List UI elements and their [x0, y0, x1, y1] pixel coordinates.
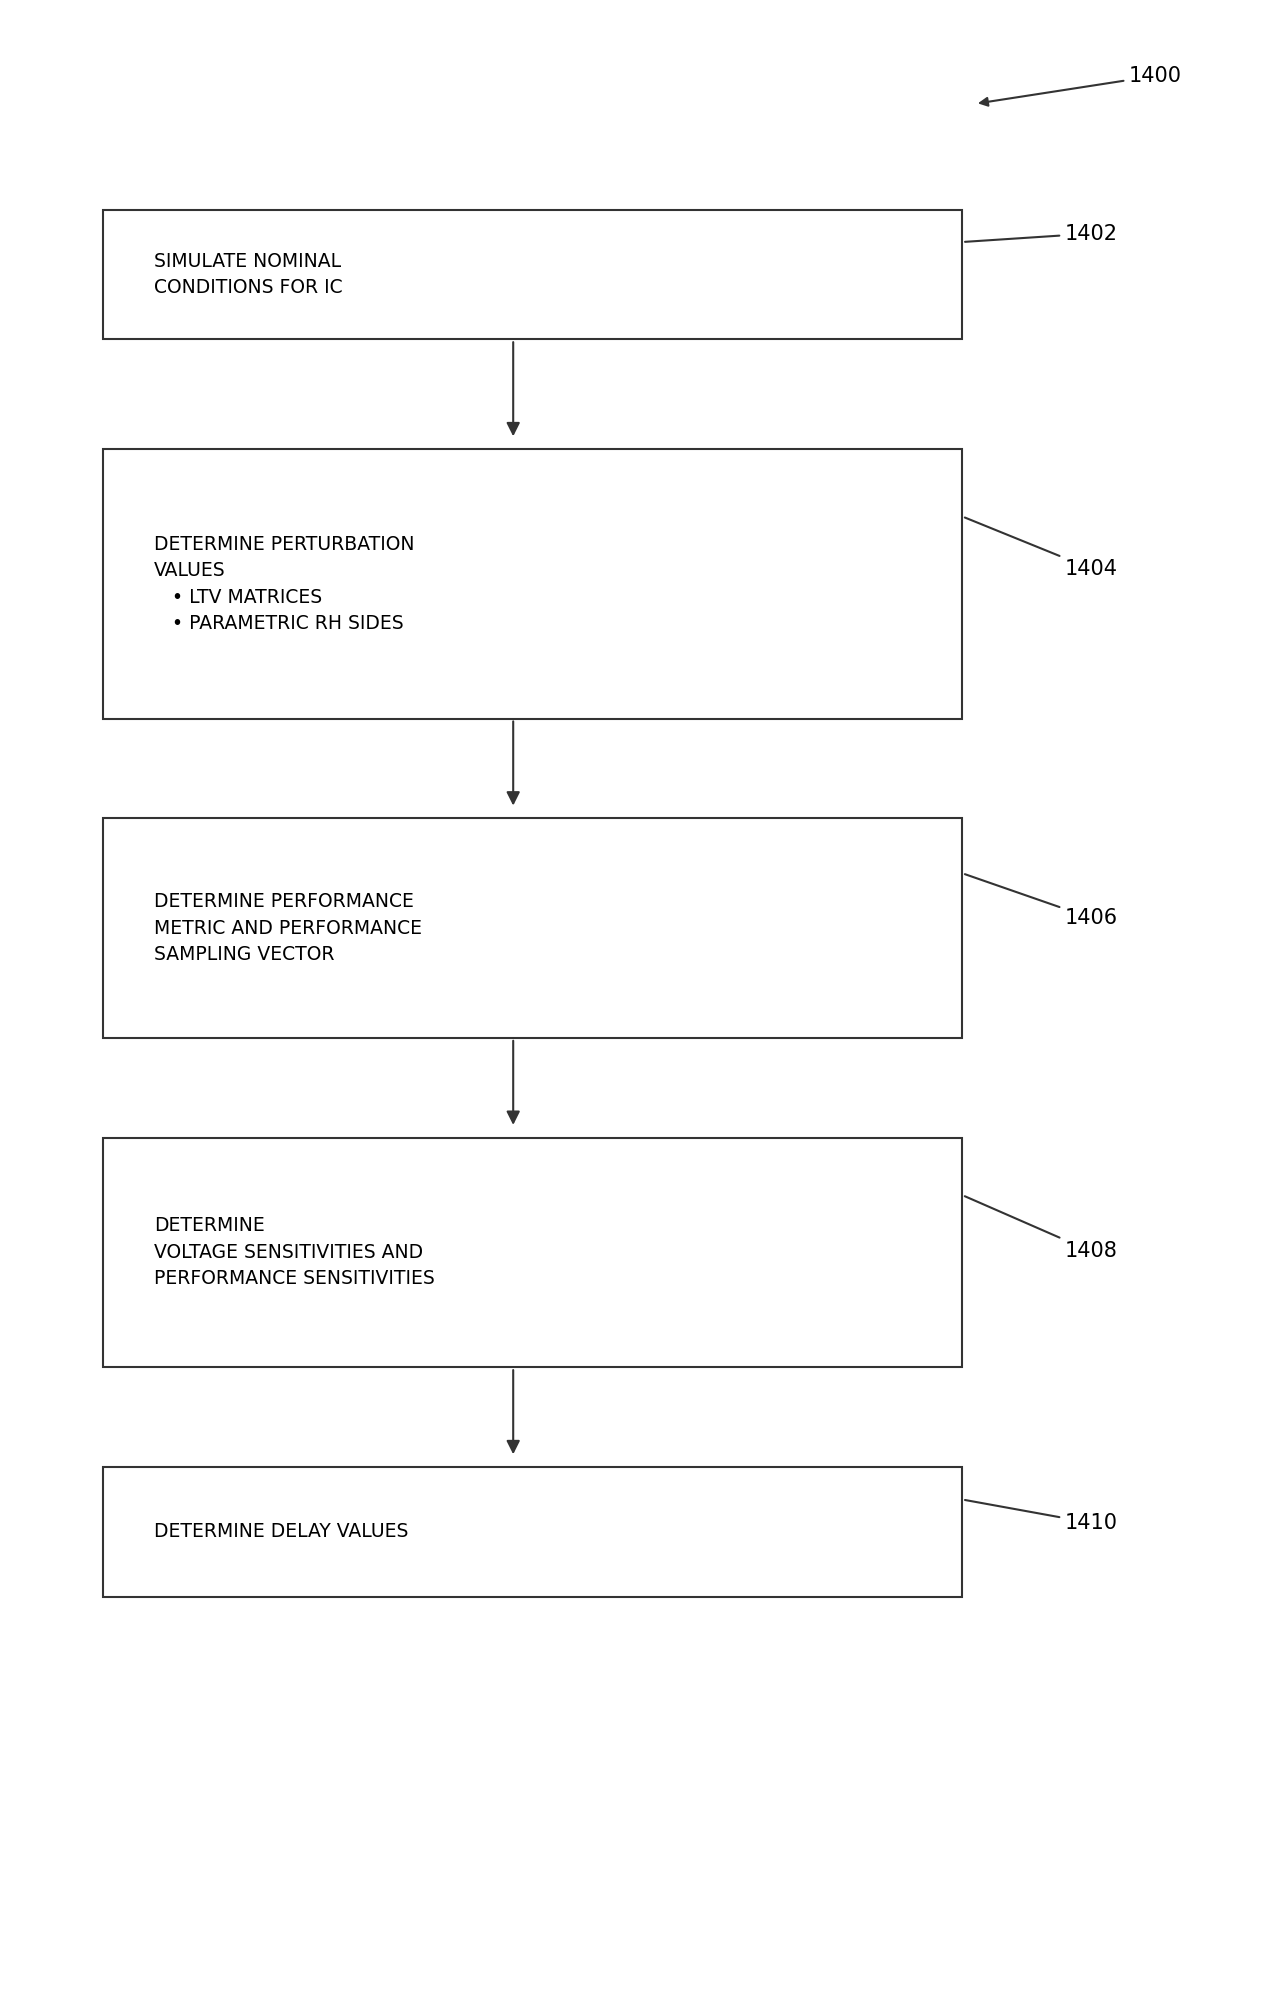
Text: SIMULATE NOMINAL
CONDITIONS FOR IC: SIMULATE NOMINAL CONDITIONS FOR IC: [154, 251, 343, 297]
Text: 1406: 1406: [965, 874, 1117, 928]
Text: 1402: 1402: [965, 224, 1117, 244]
Text: DETERMINE PERTURBATION
VALUES
   • LTV MATRICES
   • PARAMETRIC RH SIDES: DETERMINE PERTURBATION VALUES • LTV MATR…: [154, 535, 414, 633]
Bar: [103, 1138, 962, 1367]
Text: DETERMINE DELAY VALUES: DETERMINE DELAY VALUES: [154, 1523, 408, 1541]
Bar: [103, 210, 962, 339]
Bar: [103, 818, 962, 1038]
Text: DETERMINE PERFORMANCE
METRIC AND PERFORMANCE
SAMPLING VECTOR: DETERMINE PERFORMANCE METRIC AND PERFORM…: [154, 892, 422, 964]
Text: 1410: 1410: [965, 1499, 1117, 1533]
Text: 1408: 1408: [965, 1196, 1117, 1261]
Text: 1400: 1400: [980, 66, 1182, 106]
Bar: [103, 449, 962, 719]
Bar: [103, 1467, 962, 1597]
Text: 1404: 1404: [965, 517, 1117, 579]
Text: DETERMINE
VOLTAGE SENSITIVITIES AND
PERFORMANCE SENSITIVITIES: DETERMINE VOLTAGE SENSITIVITIES AND PERF…: [154, 1216, 435, 1289]
